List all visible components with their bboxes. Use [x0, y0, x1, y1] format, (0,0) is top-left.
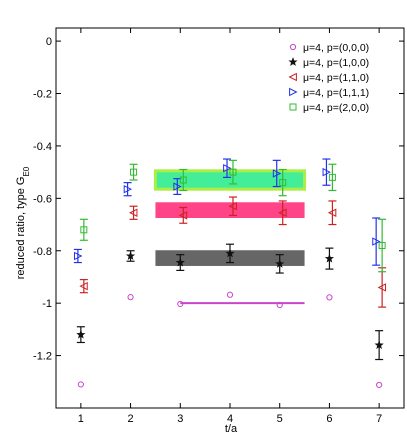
data-point	[123, 184, 133, 194]
y-axis-label-main: reduced ratio, type G	[15, 177, 27, 280]
x-tick-label: 7	[376, 413, 382, 425]
data-point	[322, 167, 331, 177]
series-2	[79, 196, 387, 308]
data-point	[129, 208, 138, 217]
data-point	[279, 179, 287, 187]
data-point	[125, 251, 136, 260]
y-tick-label: 0	[46, 36, 52, 48]
legend-marker	[288, 57, 298, 66]
data-point	[127, 294, 134, 301]
data-point	[276, 301, 283, 309]
data-point	[225, 248, 235, 258]
y-tick-label: -0.8	[33, 246, 52, 258]
data-point	[327, 208, 337, 217]
legend-marker	[289, 87, 298, 97]
data-point	[377, 283, 387, 292]
legend-entry: μ=4, p=(2,0,0)	[303, 102, 369, 114]
data-point	[73, 251, 83, 261]
data-point	[326, 294, 333, 301]
legend-entry: μ=4, p=(1,1,0)	[303, 72, 369, 84]
x-tick-label: 3	[177, 413, 183, 425]
series-1	[76, 243, 384, 361]
y-tick-label: -0.4	[33, 141, 52, 153]
legend-marker	[289, 103, 297, 111]
data-point	[178, 211, 188, 220]
data-point	[77, 381, 84, 388]
y-tick-label: -0.2	[33, 89, 52, 101]
data-point	[229, 168, 237, 176]
series-4	[79, 159, 387, 273]
series-3	[73, 158, 381, 266]
data-point	[175, 257, 185, 267]
x-tick-label: 5	[277, 413, 283, 425]
y-tick-label: -1.2	[33, 351, 52, 363]
data-point	[130, 168, 138, 176]
data-point	[272, 169, 282, 178]
data-point	[76, 329, 86, 339]
x-tick-label: 1	[78, 413, 84, 425]
y-tick-label: -1	[42, 298, 52, 310]
x-tick-label: 4	[227, 413, 233, 425]
data-point	[278, 208, 287, 217]
data-point	[372, 237, 381, 246]
legend-marker	[289, 43, 297, 51]
data-point	[177, 300, 184, 308]
legend: μ=4, p=(0,0,0) μ=4, p=(1,0,0) μ=4, p=(1,1,…	[288, 42, 369, 114]
data-point	[223, 163, 232, 173]
data-point	[179, 176, 187, 184]
legend-marker	[288, 72, 297, 82]
y-tick-label: -0.6	[33, 193, 52, 205]
x-axis-label: t/a	[225, 423, 238, 435]
legend-entry: μ=4, p=(0,0,0)	[303, 42, 369, 54]
y-axis-label-subscript: E0	[22, 166, 31, 176]
y-axis-label: reduced ratio, type GE0	[15, 166, 31, 279]
data-point	[328, 173, 336, 181]
data-point	[79, 281, 88, 291]
data-point	[376, 381, 383, 389]
legend-entry: μ=4, p=(1,1,1)	[303, 87, 369, 99]
x-tick-label: 2	[128, 413, 134, 425]
x-tick-label: 6	[326, 413, 332, 425]
data-point	[173, 182, 182, 191]
fit-band-2	[155, 202, 305, 218]
data-point	[378, 242, 386, 250]
data-point	[275, 259, 285, 268]
data-point	[80, 226, 88, 234]
data-point	[374, 340, 384, 350]
data-point	[228, 201, 237, 211]
data-points	[73, 158, 387, 389]
series-0	[77, 291, 383, 389]
data-point	[324, 253, 335, 263]
axis-ticks: 1 2 3 4 5 6 7 0 -0.2 -0.4 -0.6 -0.8 -1 -1.2	[33, 28, 404, 425]
data-point	[226, 291, 234, 298]
legend-entry: μ=4, p=(1,0,0)	[303, 57, 369, 69]
